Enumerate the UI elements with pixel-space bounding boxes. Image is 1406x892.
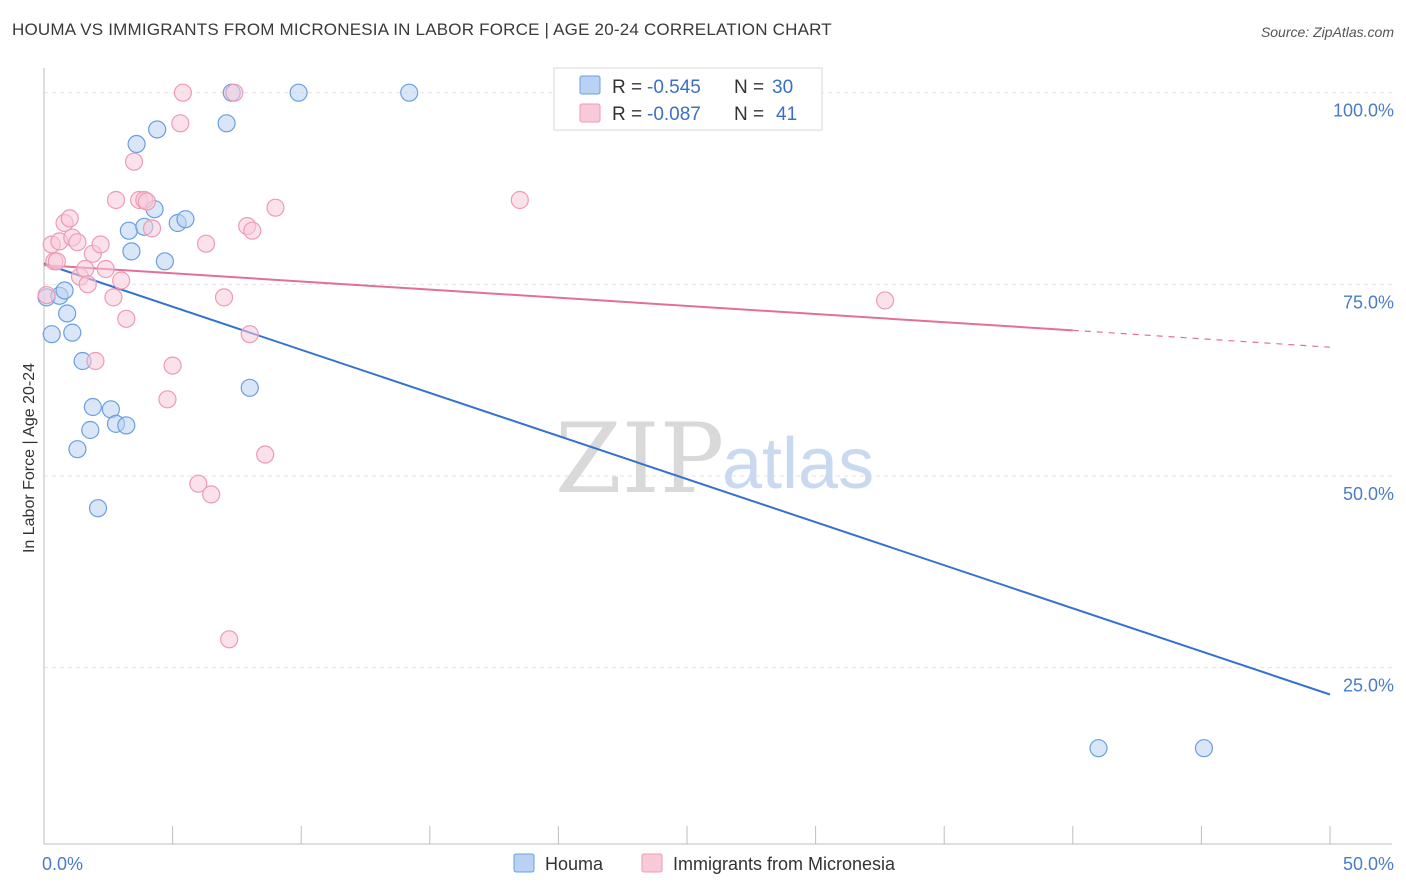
data-point-1 (124, 152, 144, 171)
watermark-zip: ZIP (555, 403, 724, 515)
y-tick-label: 25.0% (1343, 676, 1394, 696)
trend-line-0 (43, 262, 1331, 696)
data-point-1 (266, 198, 285, 217)
data-point-1 (240, 325, 259, 344)
series-legend-label-houma: Houma (545, 854, 604, 874)
legend-r-label-1: R = (612, 77, 642, 98)
data-point-1 (163, 356, 182, 375)
data-point-1 (112, 271, 131, 290)
data-point-0 (58, 304, 77, 323)
data-point-0 (155, 252, 174, 271)
gridlines (44, 92, 1392, 669)
data-point-0 (117, 416, 136, 435)
data-point-1 (86, 351, 105, 371)
data-point-0 (63, 323, 82, 342)
data-point-1 (875, 291, 895, 310)
data-point-1 (37, 285, 56, 305)
legend-r-label-2: R = (612, 104, 642, 125)
x-tick-label-max: 50.0% (1343, 854, 1394, 874)
data-point-1 (158, 390, 177, 409)
data-point-0 (127, 134, 146, 154)
stats-legend: R = -0.545 N = 30 R = -0.087 N = 41 (553, 67, 823, 131)
legend-n-label-2: N = (734, 104, 764, 125)
trend-lines (43, 262, 1331, 696)
data-point-1 (137, 192, 156, 211)
trend-line-1 (43, 264, 1073, 332)
data-point-1 (173, 83, 192, 102)
data-point-1 (214, 288, 234, 307)
data-point-1 (196, 234, 216, 253)
data-point-1 (47, 252, 66, 271)
data-point-0 (217, 114, 236, 133)
source-label: Source: ZipAtlas.com (1260, 24, 1394, 40)
y-tick-label: 100.0% (1333, 101, 1394, 121)
data-point-0 (176, 210, 195, 229)
data-point-0 (68, 440, 87, 459)
data-point-1 (171, 114, 190, 133)
data-point-1 (96, 259, 115, 279)
data-point-1 (76, 259, 95, 279)
data-point-1 (243, 221, 262, 240)
legend-n-value-2: 41 (776, 104, 797, 125)
x-tick-labels: 0.0% 50.0% (42, 854, 1394, 874)
data-point-1 (91, 235, 110, 254)
data-point-0 (119, 221, 138, 240)
legend-r-value-1: -0.545 (647, 77, 701, 98)
y-axis-label: In Labor Force | Age 20-24 (21, 363, 38, 553)
data-point-0 (1089, 739, 1108, 758)
series-legend-label-micronesia: Immigrants from Micronesia (673, 854, 896, 874)
y-tick-label: 50.0% (1343, 484, 1394, 504)
y-tick-label: 75.0% (1343, 292, 1394, 312)
y-tick-labels: 25.0% 50.0% 75.0% 100.0% (1333, 101, 1394, 696)
data-point-0 (42, 325, 61, 344)
data-point-1 (189, 474, 208, 493)
data-point-0 (400, 83, 419, 102)
data-point-1 (510, 190, 529, 210)
data-point-0 (88, 499, 108, 518)
data-points (37, 83, 1214, 758)
axes (43, 68, 1392, 845)
data-point-1 (256, 445, 275, 464)
data-point-1 (225, 83, 244, 102)
legend-swatch-micronesia (579, 103, 601, 123)
watermark: ZIP atlas (555, 403, 874, 515)
data-point-1 (220, 630, 239, 649)
series-legend: Houma Immigrants from Micronesia (513, 853, 896, 874)
legend-n-label-1: N = (734, 77, 764, 98)
series-legend-swatch-houma (513, 853, 535, 873)
legend-r-value-2: -0.087 (647, 104, 701, 125)
data-point-1 (202, 485, 221, 504)
chart-title: HOUMA VS IMMIGRANTS FROM MICRONESIA IN L… (12, 20, 832, 39)
series-legend-swatch-micronesia (641, 853, 663, 873)
x-tick-label-min: 0.0% (42, 854, 83, 874)
trend-line-extension-1 (1072, 329, 1331, 348)
data-point-1 (142, 219, 162, 238)
data-point-0 (148, 120, 167, 139)
data-point-0 (122, 242, 141, 261)
data-point-0 (289, 83, 308, 102)
data-point-0 (83, 397, 102, 417)
data-point-1 (117, 309, 136, 328)
legend-swatch-houma (579, 75, 601, 95)
data-point-0 (81, 420, 100, 440)
data-point-1 (78, 275, 97, 294)
data-point-1 (68, 233, 87, 252)
watermark-atlas: atlas (722, 424, 874, 504)
legend-n-value-1: 30 (772, 77, 793, 98)
data-point-0 (240, 378, 259, 397)
data-point-0 (1194, 739, 1214, 758)
data-point-1 (106, 190, 126, 210)
data-point-0 (55, 281, 74, 300)
data-point-1 (104, 288, 123, 307)
data-point-1 (60, 209, 79, 228)
